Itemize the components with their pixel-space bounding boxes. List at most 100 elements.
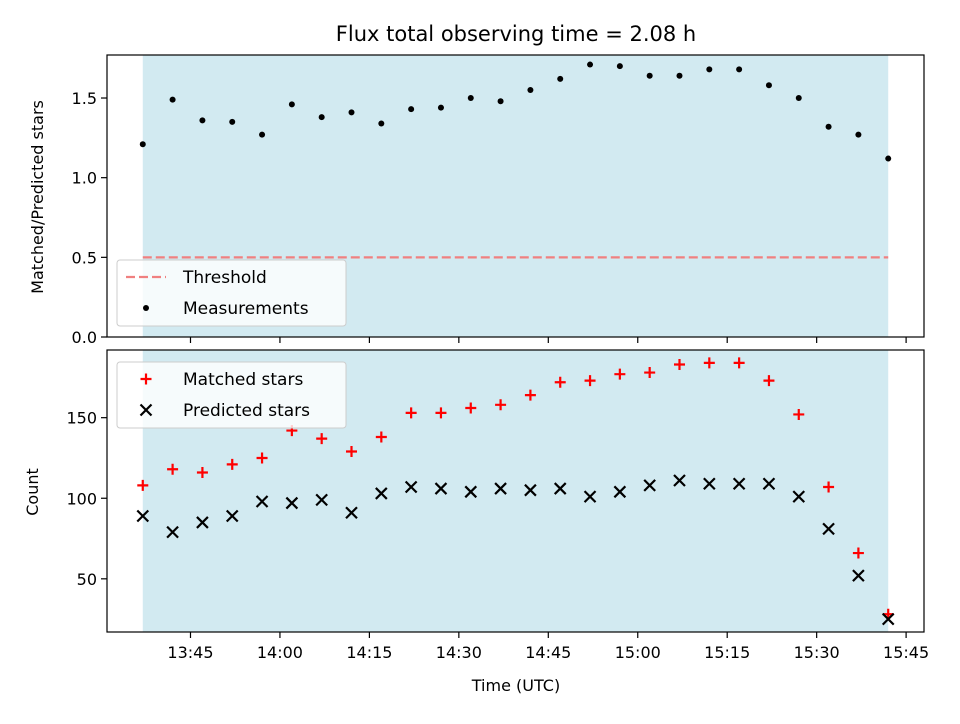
y-tick-label-0-1: 0.5 (72, 248, 97, 267)
measurement-point (199, 117, 206, 124)
measurement-point (765, 82, 772, 89)
matched-star-point (226, 458, 238, 470)
measurement-point (855, 131, 862, 138)
predicted-star-point (166, 525, 179, 539)
predicted-star-point (375, 487, 388, 500)
matched-star-point (256, 452, 268, 464)
matched-star-point (346, 446, 358, 458)
matched-star-point (495, 399, 507, 411)
matched-star-point (763, 375, 775, 387)
plot-frame-0 (106, 54, 925, 338)
measurement-point (616, 63, 623, 70)
x-tick-label-8: 15:45 (883, 643, 929, 662)
predicted-star-point (703, 477, 716, 491)
measurement-point (437, 104, 444, 111)
plot-layer: 0.0 0.5 1.0 1.5 Threshold Measurements 50 100 15… (66, 54, 929, 662)
predicted-star-point (524, 483, 537, 497)
legend-marker-predicted (139, 403, 153, 417)
matched-star-point (584, 375, 596, 387)
legend-label: Threshold (182, 268, 267, 288)
matched-star-point (703, 357, 715, 369)
measurement-point (557, 75, 564, 82)
matched-star-point (644, 367, 656, 379)
measurement-point (587, 61, 594, 68)
predicted-star-point (673, 474, 686, 487)
predicted-star-point (852, 569, 865, 582)
measurement-point (378, 120, 385, 127)
measurement-point (318, 114, 325, 121)
matched-star-point (524, 389, 536, 401)
matched-star-point (614, 368, 626, 380)
predicted-star-point (434, 482, 448, 495)
predicted-star-point (792, 490, 806, 503)
matched-star-point (435, 407, 447, 419)
x-tick-label-7: 15:30 (794, 643, 840, 662)
predicted-star-point (196, 516, 209, 529)
measurement-point (676, 72, 683, 79)
y-axis-label-count: Count (23, 468, 42, 516)
measurement-point (169, 96, 176, 103)
legend-label: Matched stars (183, 370, 303, 390)
measurement-point (646, 72, 653, 79)
y-axis-label-ratio: Matched/Predicted stars (28, 100, 47, 294)
matched-star-point (554, 376, 566, 388)
predicted-star-point (643, 479, 656, 492)
measurement-point (885, 155, 892, 162)
measurement-point (795, 95, 802, 102)
x-tick-label-1: 14:00 (257, 643, 303, 662)
measurement-point (825, 123, 832, 130)
y-tick-label-1-1: 100 (66, 489, 97, 508)
matched-star-point (316, 433, 328, 445)
matched-star-point (375, 431, 387, 443)
y-tick-label-1-0: 50 (77, 570, 97, 589)
predicted-star-point (255, 495, 269, 508)
y-tick-label-0-2: 1.0 (72, 169, 97, 188)
predicted-star-point (464, 485, 478, 499)
x-tick-label-3: 14:30 (436, 643, 482, 662)
x-tick-label-4: 14:45 (525, 643, 571, 662)
matched-star-point (405, 407, 417, 419)
predicted-star-point (553, 482, 567, 495)
predicted-star-point (583, 490, 597, 503)
y-tick-label-1-2: 150 (66, 409, 97, 428)
predicted-star-point (404, 480, 418, 494)
measurement-point (706, 66, 713, 73)
predicted-star-point (315, 493, 328, 507)
matched-star-point (673, 359, 685, 371)
x-tick-label-2: 14:15 (346, 643, 392, 662)
measurement-point (527, 87, 534, 94)
x-tick-label-0: 13:45 (167, 643, 213, 662)
predicted-star-point (136, 509, 150, 523)
x-tick-label-5: 15:00 (615, 643, 661, 662)
measurement-point (348, 109, 355, 116)
matched-star-point (733, 357, 745, 369)
measurement-point (497, 98, 504, 105)
legend-1 (116, 361, 347, 429)
predicted-star-point (225, 509, 239, 523)
legend-0 (116, 259, 347, 327)
measurement-point (408, 106, 415, 113)
legend-label: Predicted stars (183, 401, 310, 421)
matched-star-point (196, 466, 208, 478)
matched-star-point (167, 463, 179, 475)
measurement-point (288, 101, 295, 108)
measurement-point (467, 95, 474, 102)
predicted-star-point (762, 477, 776, 491)
matched-star-point (793, 408, 805, 420)
chart-title: Flux total observing time = 2.08 h (336, 22, 696, 46)
y-tick-label-0-3: 1.5 (72, 89, 97, 108)
x-axis-label: Time (UTC) (471, 676, 560, 695)
legend-marker-matched (140, 373, 152, 385)
predicted-star-point (822, 522, 835, 536)
plot-frame-1 (106, 349, 925, 633)
measurement-point (139, 141, 146, 148)
predicted-star-point (613, 485, 627, 499)
matched-star-point (823, 481, 835, 493)
legend-label: Measurements (183, 299, 309, 319)
predicted-star-point (345, 506, 358, 520)
matched-star-point (465, 402, 477, 414)
measurement-point (229, 118, 236, 125)
x-tick-label-6: 15:15 (704, 643, 750, 662)
legend-marker-measurements (143, 305, 149, 311)
